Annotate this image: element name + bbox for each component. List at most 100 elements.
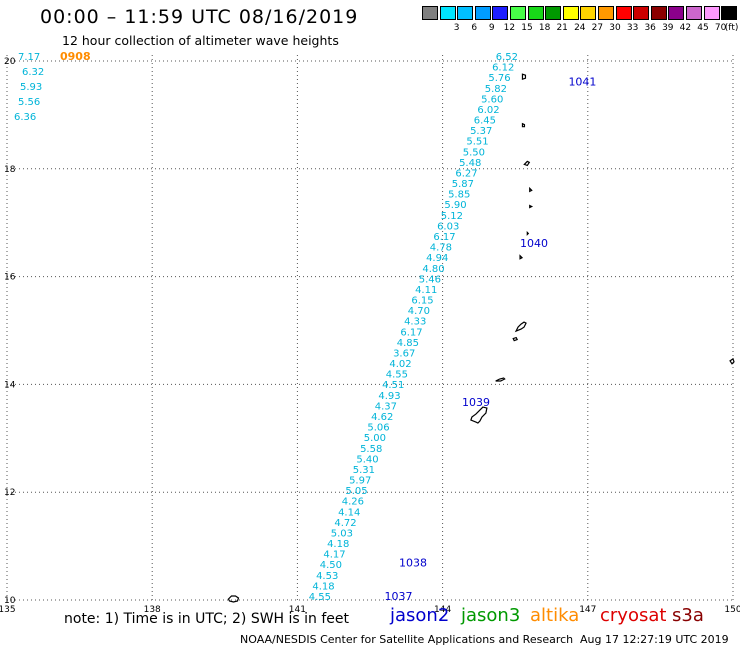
legend-label: 70 bbox=[714, 23, 727, 33]
swh-value: 6.52 bbox=[496, 52, 518, 63]
legend-label: 30 bbox=[609, 23, 621, 33]
island-outline bbox=[470, 406, 488, 424]
island-outline bbox=[521, 73, 527, 81]
swh-value: 4.94 bbox=[426, 253, 448, 264]
legend-swatch bbox=[668, 6, 685, 20]
swh-value: 5.76 bbox=[488, 73, 510, 84]
legend-swatch bbox=[492, 6, 509, 20]
legend-swatch bbox=[474, 6, 491, 20]
legend-label: 27 bbox=[591, 23, 604, 33]
legend-swatch bbox=[457, 6, 474, 20]
swh-value: 4.18 bbox=[327, 539, 349, 550]
pass-time-label: 1040 bbox=[520, 237, 548, 250]
legend-label: 36 bbox=[644, 23, 656, 33]
footer-note: note: 1) Time is in UTC; 2) SWH is in fe… bbox=[64, 611, 350, 627]
lat-tick-label: 10 bbox=[4, 596, 16, 606]
island-outline bbox=[495, 377, 506, 382]
swh-value: 5.12 bbox=[441, 211, 463, 222]
pass-time-label: 1039 bbox=[462, 396, 490, 409]
swh-value: 4.70 bbox=[408, 306, 430, 317]
swh-value: 4.33 bbox=[404, 317, 426, 328]
pass-time-label: 1038 bbox=[399, 557, 427, 570]
swh-value: 4.53 bbox=[316, 571, 338, 582]
satellite-s3a: s3a bbox=[672, 605, 704, 626]
pass-time-label: 1037 bbox=[385, 590, 413, 603]
legend-swatch bbox=[615, 6, 632, 20]
legend-label: 3 bbox=[453, 23, 460, 33]
swh-value: 5.31 bbox=[353, 465, 375, 476]
satellite-jason2: jason2 bbox=[390, 605, 450, 626]
swh-value: 4.93 bbox=[378, 391, 400, 402]
swh-value: 4.62 bbox=[371, 412, 393, 423]
swh-value: 5.00 bbox=[364, 433, 386, 444]
island-outline bbox=[512, 336, 519, 342]
swh-value: 6.45 bbox=[474, 116, 496, 127]
swh-value: 4.26 bbox=[342, 497, 364, 508]
island-outline bbox=[514, 321, 527, 333]
legend-swatch bbox=[703, 6, 720, 20]
swh-value: 5.37 bbox=[470, 126, 492, 137]
legend-swatch bbox=[562, 6, 579, 20]
island-outline bbox=[227, 595, 240, 603]
swh-value: 4.37 bbox=[375, 401, 397, 412]
swh-value: 4.14 bbox=[338, 507, 360, 518]
swh-value: 5.82 bbox=[485, 84, 507, 95]
swh-value: 4.11 bbox=[415, 285, 437, 296]
lon-tick-label: 135 bbox=[0, 605, 16, 615]
pass-time-label: 1041 bbox=[568, 75, 596, 88]
legend-swatch bbox=[439, 6, 456, 20]
legend-label: 9 bbox=[488, 23, 495, 33]
swh-value: 5.85 bbox=[448, 190, 470, 201]
swh-value: 5.50 bbox=[463, 147, 485, 158]
lon-tick-label: 144 bbox=[434, 605, 451, 615]
legend-swatch bbox=[633, 6, 650, 20]
island-outline bbox=[523, 160, 531, 167]
legend-label: 33 bbox=[626, 23, 639, 33]
swh-value: 4.51 bbox=[382, 380, 404, 391]
swh-value: 6.12 bbox=[492, 63, 514, 74]
legend-swatch bbox=[721, 6, 738, 20]
legend-label: 42 bbox=[679, 23, 692, 33]
satellite-jason3: jason3 bbox=[461, 605, 521, 626]
island-outline bbox=[529, 186, 533, 193]
island-outline bbox=[729, 357, 735, 365]
legend-swatch bbox=[510, 6, 526, 20]
legend-label: 21 bbox=[556, 23, 568, 33]
legend-unit: (ft) bbox=[724, 23, 739, 33]
swh-value: 4.55 bbox=[309, 592, 331, 603]
swh-value: 4.85 bbox=[397, 338, 419, 349]
swh-value-west: 5.93 bbox=[20, 82, 42, 93]
swh-value: 4.72 bbox=[334, 518, 356, 529]
lat-tick-label: 18 bbox=[4, 165, 16, 175]
island-outline bbox=[529, 204, 534, 209]
island-outline bbox=[521, 122, 526, 128]
swh-value: 6.27 bbox=[455, 168, 477, 179]
swh-value: 5.51 bbox=[466, 137, 488, 148]
lon-tick-label: 147 bbox=[579, 605, 596, 615]
island-outline bbox=[519, 254, 524, 260]
lat-tick-label: 20 bbox=[4, 57, 16, 67]
lon-tick-label: 141 bbox=[289, 605, 306, 615]
lat-tick-label: 12 bbox=[4, 488, 15, 498]
lon-tick-label: 150 bbox=[724, 605, 740, 615]
swh-value-west: 6.32 bbox=[22, 67, 44, 78]
lat-tick-label: 14 bbox=[4, 380, 16, 390]
swh-value: 5.48 bbox=[459, 158, 481, 169]
swh-value: 6.02 bbox=[477, 105, 499, 116]
legend-label: 15 bbox=[521, 23, 533, 33]
lat-tick-label: 16 bbox=[4, 273, 16, 283]
legend-label: 12 bbox=[503, 23, 516, 33]
swh-value: 5.90 bbox=[444, 200, 466, 211]
satellite-altika: altika bbox=[530, 605, 580, 626]
swh-value: 4.02 bbox=[389, 359, 411, 370]
swh-value: 5.87 bbox=[452, 179, 474, 190]
satellite-cryosat: cryosat bbox=[600, 605, 667, 626]
legend-label: 39 bbox=[662, 23, 674, 33]
swh-value: 4.80 bbox=[422, 264, 444, 275]
swh-value: 4.17 bbox=[323, 550, 345, 561]
page-subtitle: 12 hour collection of altimeter wave hei… bbox=[62, 33, 339, 48]
swh-value: 5.60 bbox=[481, 94, 503, 105]
swh-value: 5.06 bbox=[367, 423, 389, 434]
swh-value-west: 6.36 bbox=[14, 112, 36, 123]
